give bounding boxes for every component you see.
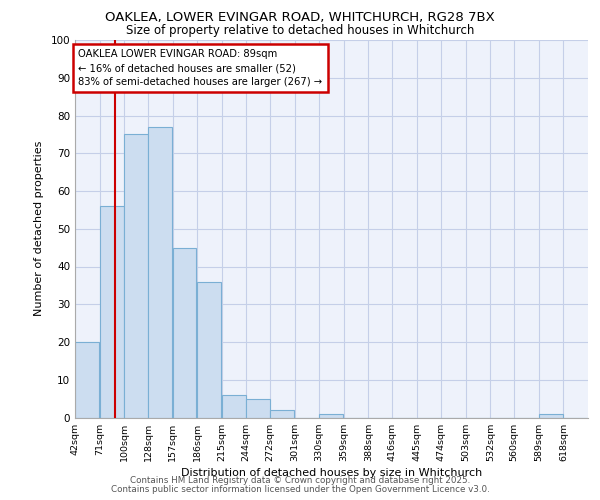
X-axis label: Distribution of detached houses by size in Whitchurch: Distribution of detached houses by size … [181, 468, 482, 478]
Bar [100, 206, 124, 418]
Text: OAKLEA, LOWER EVINGAR ROAD, WHITCHURCH, RG28 7BX: OAKLEA, LOWER EVINGAR ROAD, WHITCHURCH, … [105, 11, 495, 24]
Bar [75, 342, 99, 417]
Bar [270, 410, 294, 418]
Text: Size of property relative to detached houses in Whitchurch: Size of property relative to detached ho… [126, 24, 474, 37]
Bar [246, 398, 270, 417]
Text: Contains public sector information licensed under the Open Government Licence v3: Contains public sector information licen… [110, 484, 490, 494]
Bar [319, 414, 343, 418]
Bar [148, 127, 172, 418]
Bar [221, 395, 245, 417]
Text: Contains HM Land Registry data © Crown copyright and database right 2025.: Contains HM Land Registry data © Crown c… [130, 476, 470, 485]
Bar [539, 414, 563, 418]
Bar [173, 248, 196, 418]
Bar [124, 134, 148, 418]
Text: OAKLEA LOWER EVINGAR ROAD: 89sqm
← 16% of detached houses are smaller (52)
83% o: OAKLEA LOWER EVINGAR ROAD: 89sqm ← 16% o… [79, 50, 323, 88]
Y-axis label: Number of detached properties: Number of detached properties [34, 141, 44, 316]
Bar [197, 282, 221, 418]
